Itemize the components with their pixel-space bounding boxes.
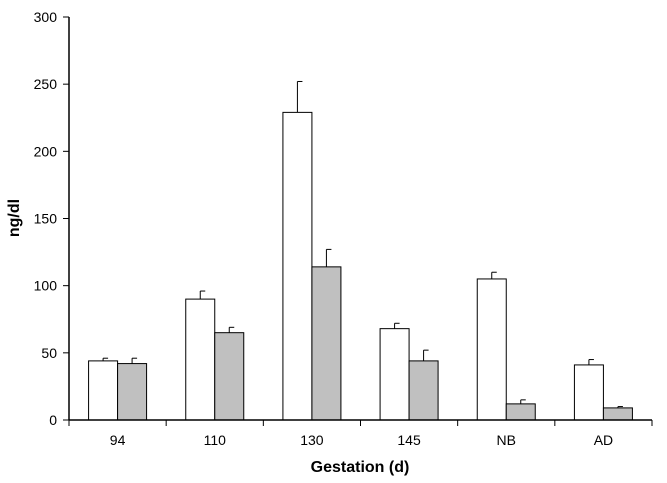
y-tick-label: 50 [41, 345, 57, 361]
x-tick-label: 110 [204, 432, 227, 448]
y-tick-label: 0 [49, 412, 57, 428]
bar [311, 266, 342, 421]
y-tick-label: 150 [34, 211, 58, 227]
x-tick-label: NB [497, 432, 516, 448]
bar [117, 363, 148, 421]
x-axis-title: Gestation (d) [311, 459, 410, 476]
bar [379, 328, 410, 421]
bar [573, 364, 604, 421]
bar [185, 298, 216, 421]
x-tick-label: AD [594, 432, 613, 448]
y-tick-label: 250 [34, 76, 58, 92]
x-axis-ticks: 94 110 130 145 NB AD [68, 420, 653, 448]
y-axis-title: ng/dl [6, 199, 23, 237]
y-tick-label: 100 [34, 278, 58, 294]
y-tick-label: 200 [34, 143, 58, 159]
bar [408, 360, 439, 421]
bar [602, 407, 633, 421]
y-axis-ticks: 0 50 100 150 200 250 300 [34, 9, 69, 428]
bar [476, 278, 507, 421]
x-tick-label: 94 [110, 432, 126, 448]
y-tick-label: 300 [34, 9, 58, 25]
x-tick-label: 130 [300, 432, 324, 448]
bar [282, 111, 313, 421]
plot-area [88, 80, 633, 421]
bar [88, 360, 119, 421]
bar [214, 332, 245, 421]
x-tick-label: 145 [397, 432, 421, 448]
bar [505, 403, 536, 421]
